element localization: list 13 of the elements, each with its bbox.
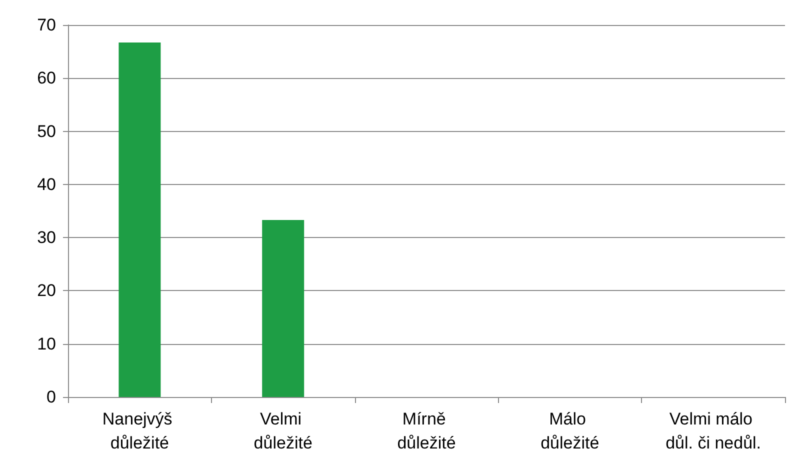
x-tick-label: Nanejvýš důležité: [102, 410, 178, 452]
y-tick-label: 40: [37, 174, 56, 194]
y-tick-label: 30: [37, 228, 56, 248]
x-tick-label: Velmi důležité: [254, 410, 312, 452]
y-tick-label: 10: [37, 334, 56, 354]
x-tick-label: Mírně důležité: [397, 410, 456, 452]
y-tick-label: 20: [37, 281, 56, 300]
x-tick-label: Málo důležité: [540, 410, 600, 452]
x-tick-label: Velmi málo důl. či nedůl.: [666, 410, 762, 452]
y-tick-label: 0: [46, 388, 56, 406]
y-tick-label: 70: [37, 16, 56, 34]
y-tick-label: 60: [37, 68, 56, 88]
y-tick-label: 50: [37, 122, 56, 141]
